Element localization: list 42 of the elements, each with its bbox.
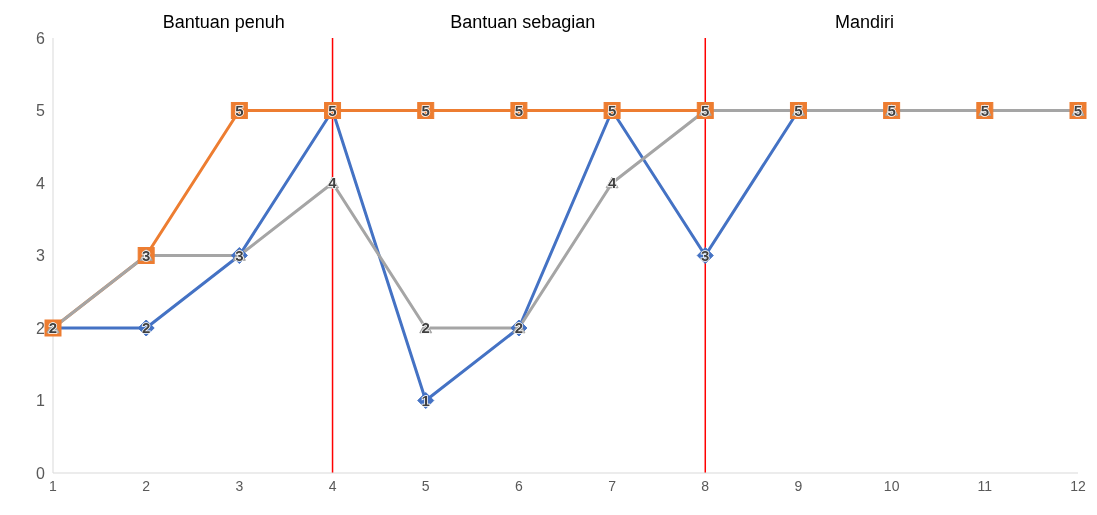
x-tick-label: 8 <box>701 477 710 494</box>
data-label: 5 <box>887 101 896 119</box>
x-tick-label: 9 <box>794 477 803 494</box>
data-label: 5 <box>421 101 430 119</box>
data-label: 5 <box>514 101 524 119</box>
data-label: 5 <box>235 101 244 119</box>
data-label: 4 <box>607 174 617 191</box>
text: Bantuan penuh <box>161 12 286 33</box>
data-label: 2 <box>421 319 430 336</box>
y-tick-label: 0 <box>36 464 46 482</box>
data-label: 5 <box>980 101 989 119</box>
data-label: 3 <box>235 246 244 264</box>
x-tick-label: 11 <box>977 477 993 494</box>
text: Mandiri <box>833 12 895 33</box>
x-tick-label: 7 <box>608 477 617 494</box>
x-tick-label: 6 <box>515 477 524 494</box>
data-label: 2 <box>142 319 151 336</box>
data-label: 5 <box>794 101 803 119</box>
data-label: 5 <box>1073 101 1083 119</box>
x-tick-label: 5 <box>421 477 430 494</box>
data-label: 5 <box>701 101 710 119</box>
y-tick-label: 3 <box>36 247 46 265</box>
x-tick-label: 4 <box>328 477 337 494</box>
x-tick-label: 2 <box>142 477 151 494</box>
data-label: 3 <box>142 246 151 264</box>
y-tick-label: 1 <box>36 392 46 410</box>
data-label: 5 <box>607 101 617 119</box>
data-label: 1 <box>421 391 430 409</box>
data-label: 2 <box>514 319 524 336</box>
x-tick-label: 12 <box>1070 477 1086 494</box>
data-label: 4 <box>328 174 338 191</box>
data-label: 3 <box>701 246 710 264</box>
data-label: 5 <box>328 101 337 119</box>
y-tick-label: 4 <box>36 174 46 192</box>
y-tick-label: 6 <box>36 29 46 47</box>
y-tick-label: 2 <box>36 319 46 337</box>
y-tick-label: 5 <box>36 102 46 120</box>
data-label: 2 <box>48 319 58 336</box>
x-tick-label: 10 <box>883 477 900 494</box>
x-tick-label: 1 <box>49 477 58 494</box>
x-tick-label: 3 <box>235 477 244 494</box>
text: Bantuan sebagian <box>449 12 597 33</box>
